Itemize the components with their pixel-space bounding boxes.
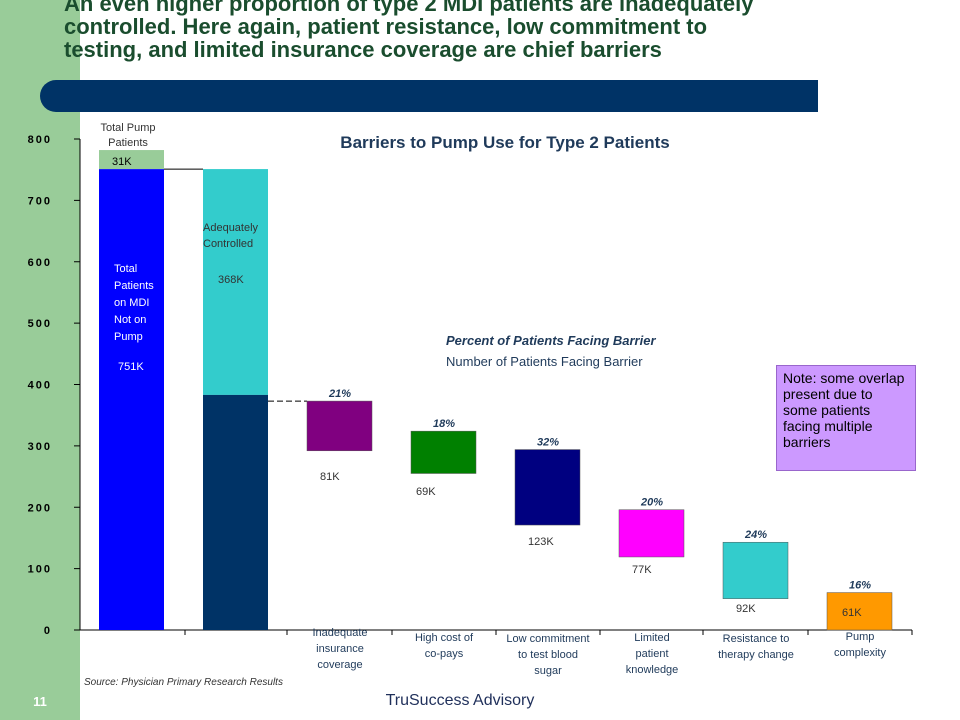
mdi-label-1: Total xyxy=(114,263,137,275)
barrier-percent-label: 21% xyxy=(328,388,351,400)
source-note: Source: Physician Primary Research Resul… xyxy=(84,677,283,688)
legend-percent: Percent of Patients Facing Barrier xyxy=(446,333,656,348)
slide-title-line-1: An even higher proportion of type 2 MDI … xyxy=(64,0,754,16)
barriers-chart: 0 100 200 300 400 500 600 700 800 Barriers to Pum… xyxy=(28,122,913,677)
mdi-label-2: Patients xyxy=(114,280,154,292)
pump-label-2: Patients xyxy=(108,137,148,149)
barrier-category-label-2: patient xyxy=(635,648,668,660)
y-tick-label: 800 xyxy=(28,134,52,146)
y-tick-label: 500 xyxy=(28,318,52,330)
barrier-category-label-1: High cost of xyxy=(415,632,474,644)
mdi-value-label: 751K xyxy=(118,361,144,373)
barrier-percent-label: 32% xyxy=(537,437,559,449)
barrier-category-label-2: to test blood xyxy=(518,649,578,661)
barrier-category-label-2: co-pays xyxy=(425,648,464,660)
barrier-bar xyxy=(618,509,685,558)
barrier-bar xyxy=(826,592,893,631)
barrier-bar xyxy=(514,449,581,526)
adequate-label-2: Controlled xyxy=(203,238,253,250)
y-tick-label: 400 xyxy=(28,380,52,392)
barrier-bar xyxy=(722,541,789,599)
adequate-value-label: 368K xyxy=(218,274,244,286)
adequate-label-1: Adequately xyxy=(203,222,259,234)
barrier-value-label: 77K xyxy=(632,564,652,576)
barrier-category-label-3: knowledge xyxy=(626,664,679,676)
bar-inadequate xyxy=(203,394,268,630)
barrier-category-label-3: coverage xyxy=(317,659,362,671)
barrier-percent-label: 24% xyxy=(744,529,767,541)
barrier-category-label-2: complexity xyxy=(834,647,886,659)
barrier-bar xyxy=(410,430,477,474)
barrier-percent-label: 20% xyxy=(640,497,663,509)
y-tick-label: 200 xyxy=(28,502,52,514)
barrier-value-label: 61K xyxy=(842,607,862,619)
barrier-category-label-2: therapy change xyxy=(718,649,794,661)
bar-total-pump xyxy=(99,150,164,170)
barrier-value-label: 92K xyxy=(736,603,756,615)
overlap-note: Note: some overlap present due to some p… xyxy=(776,365,916,471)
barrier-value-label: 69K xyxy=(416,486,436,498)
barrier-category-label-1: Limited xyxy=(634,632,669,644)
chart-title: Barriers to Pump Use for Type 2 Patients xyxy=(340,133,669,152)
barrier-value-label: 81K xyxy=(320,471,340,483)
y-tick-label: 300 xyxy=(28,441,52,453)
mdi-label-3: on MDI xyxy=(114,297,149,309)
bar-total-mdi xyxy=(99,169,164,631)
y-tick-label: 0 xyxy=(44,625,52,637)
barrier-category-label-1: Low commitment xyxy=(506,633,589,645)
slide-number: 11 xyxy=(33,694,47,709)
barrier-category-label-1: Pump xyxy=(846,631,875,643)
pump-value-label: 31K xyxy=(112,156,132,168)
pump-label-1: Total Pump xyxy=(100,122,155,134)
barrier-bar xyxy=(306,400,373,452)
y-tick-label: 100 xyxy=(28,564,52,576)
y-tick-label: 600 xyxy=(28,257,52,269)
barrier-category-label-1: Inadequate xyxy=(312,627,367,639)
legend-number: Number of Patients Facing Barrier xyxy=(446,354,643,369)
slide-title-line-2: controlled. Here again, patient resistan… xyxy=(64,14,708,39)
footer-brand: TruSuccess Advisory xyxy=(385,692,535,709)
slide-title-line-3: testing, and limited insurance coverage … xyxy=(64,37,662,62)
title-rule xyxy=(40,80,818,112)
barrier-value-label: 123K xyxy=(528,536,554,548)
barrier-category-label-3: sugar xyxy=(534,665,562,677)
barrier-percent-label: 18% xyxy=(433,418,455,430)
mdi-label-4: Not on xyxy=(114,314,146,326)
left-band xyxy=(0,0,80,720)
bar-adequate xyxy=(203,169,268,395)
slide-title: An even higher proportion of type 2 MDI … xyxy=(64,0,944,61)
barrier-percent-label: 16% xyxy=(849,580,871,592)
barrier-category-label-1: Resistance to xyxy=(723,633,790,645)
mdi-label-5: Pump xyxy=(114,331,143,343)
y-tick-label: 700 xyxy=(28,195,52,207)
barrier-category-label-2: insurance xyxy=(316,643,364,655)
